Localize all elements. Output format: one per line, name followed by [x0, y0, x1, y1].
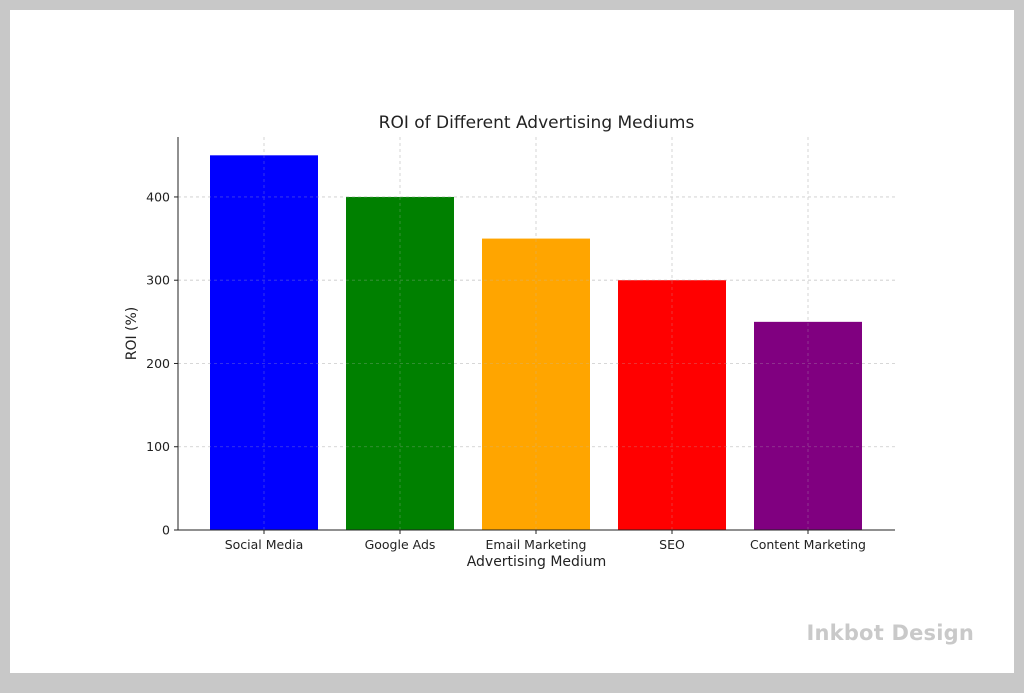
- bars: [210, 155, 862, 530]
- y-axis-label: ROI (%): [124, 307, 140, 361]
- bar-chart: ROI of Different Advertising Mediums Soc…: [124, 113, 895, 570]
- bar: [210, 155, 318, 530]
- x-tick-label: SEO: [659, 537, 685, 552]
- bar: [618, 280, 726, 530]
- x-tick-label: Social Media: [225, 537, 304, 552]
- chart-title: ROI of Different Advertising Mediums: [379, 113, 695, 133]
- bar: [482, 238, 590, 530]
- bar: [346, 196, 454, 530]
- x-tick-labels: Social Media Google Ads Email Marketing SEO…: [225, 530, 866, 552]
- x-axis-label: Advertising Medium: [467, 554, 607, 570]
- y-tick-label: 100: [146, 439, 170, 454]
- y-tick-label: 400: [146, 189, 170, 204]
- y-tick-label: 200: [146, 356, 170, 371]
- x-tick-label: Google Ads: [365, 537, 436, 552]
- watermark-logo: Inkbot Design: [806, 621, 974, 645]
- bar: [754, 321, 862, 530]
- x-tick-label: Email Marketing: [486, 537, 587, 552]
- y-tick-label: 0: [162, 523, 170, 538]
- chart-frame: ROI of Different Advertising Mediums Soc…: [10, 10, 1014, 673]
- y-tick-label: 300: [146, 273, 170, 288]
- x-tick-label: Content Marketing: [750, 537, 866, 552]
- y-tick-labels: 0 100 200 300 400: [146, 189, 178, 538]
